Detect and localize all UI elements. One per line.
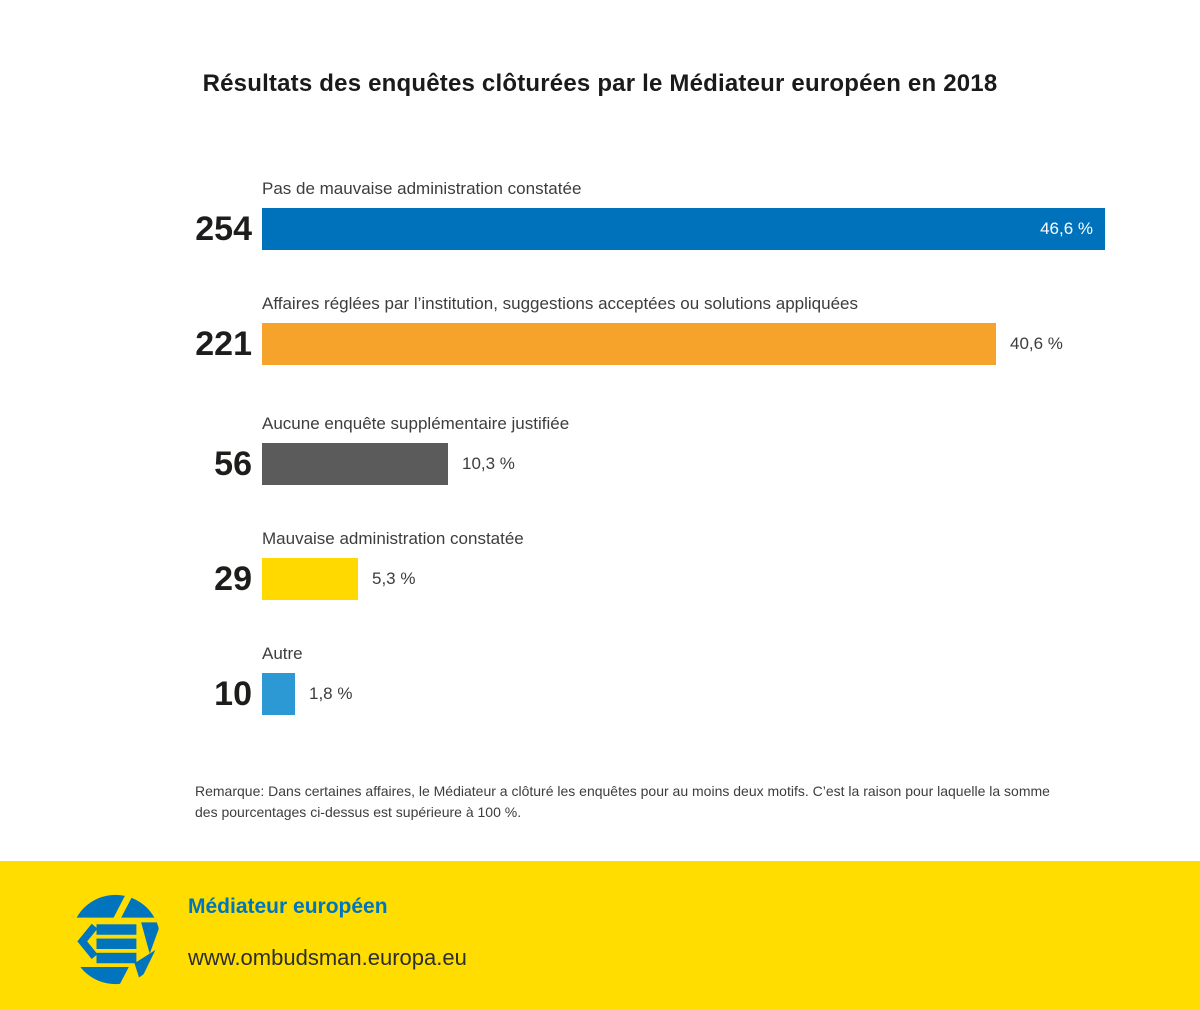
bar-group: Affaires réglées par l’institution, sugg… — [0, 293, 1200, 365]
bar-percent-label-outside: 40,6 % — [1010, 334, 1063, 353]
bar-rect — [262, 323, 996, 365]
bar-rect: 46,6 % — [262, 208, 1105, 250]
bar-category-label: Autre — [262, 644, 303, 663]
bar-category-label: Affaires réglées par l’institution, sugg… — [262, 294, 858, 313]
european-ombudsman-logo — [70, 894, 161, 985]
bar-count-value: 10 — [214, 675, 252, 713]
page-title: Résultats des enquêtes clôturées par le … — [202, 70, 998, 97]
footer-org-name: Médiateur européen — [188, 895, 388, 918]
bar-count-value: 254 — [195, 210, 252, 248]
bar-line: 221 40,6 % — [0, 323, 1200, 365]
bar-line: 254 46,6 % — [0, 208, 1200, 250]
bar-group: Autre 10 1,8 % — [0, 643, 1200, 715]
bar-group: Aucune enquête supplémentaire justifiée … — [0, 413, 1200, 485]
bar-count-value: 221 — [195, 325, 252, 363]
footnote: Remarque: Dans certaines affaires, le Mé… — [195, 783, 1050, 820]
bar-percent-label-outside: 5,3 % — [372, 569, 416, 588]
bar-line: 56 10,3 % — [0, 443, 1200, 485]
bar-count-value: 29 — [214, 560, 252, 598]
bar-category-label: Aucune enquête supplémentaire justifiée — [262, 414, 570, 433]
bar-category-label: Mauvaise administration constatée — [262, 529, 524, 548]
bar-rect — [262, 673, 295, 715]
bar-count-value: 56 — [214, 445, 252, 483]
bar-percent-label-outside: 10,3 % — [462, 454, 515, 473]
bar-group: Mauvaise administration constatée 29 5,3… — [0, 528, 1200, 600]
footer-url: www.ombudsman.europa.eu — [188, 945, 467, 970]
bar-rect — [262, 558, 358, 600]
bar-percent-label-outside: 1,8 % — [309, 684, 353, 703]
bar-line: 10 1,8 % — [0, 673, 1200, 715]
bar-category-label: Pas de mauvaise administration constatée — [262, 179, 582, 198]
bar-line: 29 5,3 % — [0, 558, 1200, 600]
bar-rect — [262, 443, 448, 485]
bar-percent-label-inside: 46,6 % — [1040, 219, 1093, 238]
footer-band: Médiateur européen www.ombudsman.europa.… — [0, 861, 1200, 1010]
logo-shapes — [70, 894, 161, 985]
bar-group: Pas de mauvaise administration constatée… — [0, 178, 1200, 250]
